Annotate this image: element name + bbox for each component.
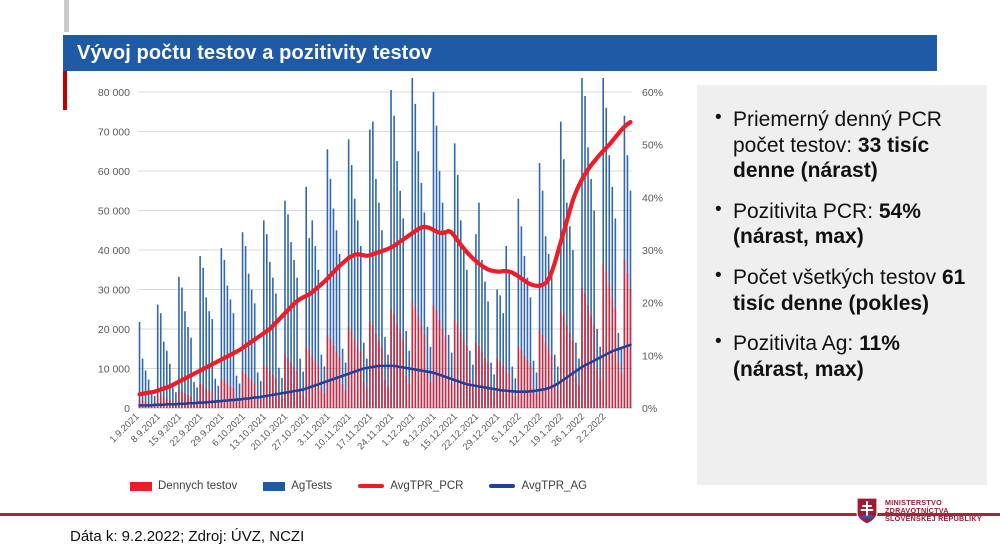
ministry-logo-text: MINISTERSTVO ZDRAVOTNÍCTVA SLOVENSKEJ RE… [885, 497, 982, 524]
footer-source-note: Dáta k: 9.2.2022; Zdroj: ÚVZ, NCZI [70, 528, 305, 545]
chart-canvas: 0 10 000 20 000 30 000 40 000 50 000 60 000 70 … [98, 78, 663, 453]
summary-bullet-list: Priemerný denný PCR počet testov: 33 tis… [711, 106, 971, 382]
legend-label: AvgTPR_AG [521, 480, 588, 492]
logo-line-1: MINISTERSTVO [885, 497, 942, 507]
slide-title-bar: Vývoj počtu testov a pozitivity testov [63, 35, 937, 71]
svg-text:10 000: 10 000 [98, 364, 130, 376]
bullet-strong-text: 11% (nárast, max) [733, 332, 900, 381]
bullet-lead-text: Pozitivita Ag: [733, 332, 860, 356]
svg-text:40%: 40% [642, 192, 663, 204]
svg-text:0%: 0% [642, 403, 657, 415]
chart-legend: Dennych testov AgTests AvgTPR_PCR AvgTPR… [130, 480, 650, 492]
legend-label: AvgTPR_PCR [390, 480, 464, 492]
footer-divider [0, 513, 1000, 516]
legend-item-avgtpr-pcr[interactable]: AvgTPR_PCR [358, 480, 463, 492]
tests-positivity-chart: 0 10 000 20 000 30 000 40 000 50 000 60 000 70 … [50, 78, 695, 498]
bullet-strong-text: 61 tisíc denne (pokles) [733, 266, 966, 315]
legend-swatch-bar-blue [263, 481, 286, 491]
svg-text:70 000: 70 000 [98, 127, 130, 139]
svg-text:20%: 20% [642, 298, 663, 310]
legend-swatch-bar-red [130, 481, 152, 491]
ministry-logo: MINISTERSTVO ZDRAVOTNÍCTVA SLOVENSKEJ RE… [856, 497, 982, 525]
title-red-accent [63, 70, 67, 110]
top-grey-accent [64, 0, 69, 32]
svg-text:40 000: 40 000 [98, 245, 130, 257]
svg-text:50 000: 50 000 [98, 206, 130, 218]
bullet-lead-text: Priemerný denný PCR počet testov: [733, 108, 942, 157]
logo-line-2: ZDRAVOTNÍCTVA [885, 505, 949, 515]
list-item: Pozitivita PCR: 54% (nárast, max) [711, 198, 971, 250]
logo-line-3: SLOVENSKEJ REPUBLIKY [885, 514, 982, 524]
summary-panel: Priemerný denný PCR počet testov: 33 tis… [697, 85, 987, 485]
svg-text:50%: 50% [642, 140, 663, 152]
page-title: Vývoj počtu testov a pozitivity testov [77, 41, 432, 64]
bullet-strong-text: 54% (nárast, max) [733, 199, 921, 249]
legend-label: AgTests [291, 480, 333, 492]
svg-text:30 000: 30 000 [98, 285, 130, 297]
svg-text:0: 0 [124, 403, 130, 415]
svg-text:20 000: 20 000 [98, 324, 130, 336]
bullet-lead-text: Pozitivita PCR: [733, 199, 879, 223]
legend-item-agtests[interactable]: AgTests [263, 480, 332, 492]
svg-text:10%: 10% [642, 350, 663, 362]
legend-swatch-line-blue [489, 484, 516, 488]
list-item: Pozitivita Ag: 11% (nárast, max) [711, 330, 971, 382]
svg-text:30%: 30% [642, 245, 663, 257]
list-item: Priemerný denný PCR počet testov: 33 tis… [711, 106, 971, 184]
legend-label: Dennych testov [158, 480, 238, 492]
svg-text:60 000: 60 000 [98, 166, 130, 178]
slovak-coat-of-arms-icon [856, 497, 878, 525]
bullet-strong-text: 33 tisíc denne (nárast) [733, 133, 930, 183]
legend-item-avgtpr-ag[interactable]: AvgTPR_AG [489, 480, 587, 492]
legend-item-dennych-testov[interactable]: Dennych testov [130, 480, 237, 492]
svg-text:80 000: 80 000 [98, 87, 130, 99]
list-item: Počet všetkých testov 61 tisíc denne (po… [711, 264, 971, 316]
svg-text:60%: 60% [642, 87, 663, 99]
legend-swatch-line-red [358, 484, 385, 488]
bullet-lead-text: Počet všetkých testov [733, 266, 942, 290]
